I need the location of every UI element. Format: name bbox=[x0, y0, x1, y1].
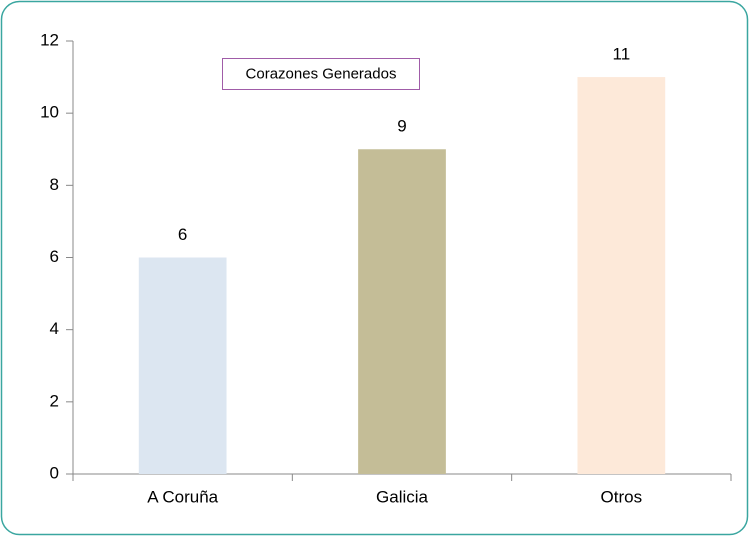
data-label: 11 bbox=[613, 45, 631, 64]
title-box bbox=[222, 58, 420, 90]
bar bbox=[138, 257, 227, 474]
y-tick-label: 4 bbox=[50, 319, 59, 338]
chart-title: Corazones Generados bbox=[246, 65, 397, 82]
bar bbox=[577, 77, 666, 474]
data-label: 6 bbox=[178, 225, 187, 244]
y-tick-label: 12 bbox=[40, 30, 59, 49]
data-label: 9 bbox=[397, 117, 406, 136]
x-tick-label: Galicia bbox=[376, 487, 429, 506]
y-tick-label: 8 bbox=[50, 175, 59, 194]
y-tick-label: 6 bbox=[50, 247, 59, 266]
y-tick-label: 2 bbox=[50, 391, 59, 410]
x-tick-label: Otros bbox=[601, 487, 643, 506]
bar bbox=[358, 149, 446, 474]
x-tick-label: A Coruña bbox=[147, 487, 218, 506]
y-tick-label: 0 bbox=[50, 463, 59, 482]
y-tick-label: 10 bbox=[40, 103, 59, 122]
